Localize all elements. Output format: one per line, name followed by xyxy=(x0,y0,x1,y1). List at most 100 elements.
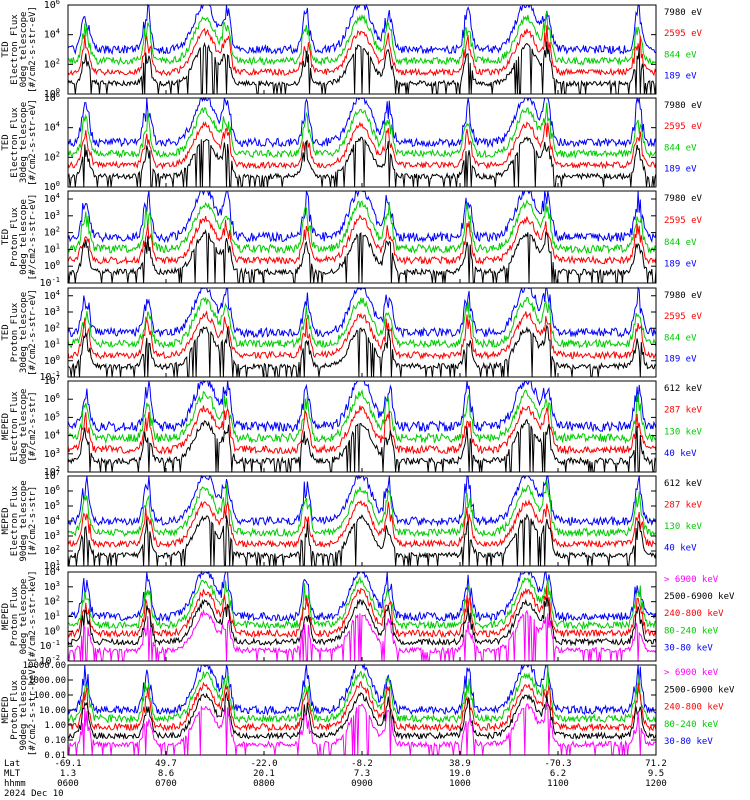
trace-612-kev xyxy=(67,418,657,473)
y-tick-label: 101 xyxy=(44,610,60,623)
y-axis-label: TED xyxy=(1,324,11,340)
legend-entry: 844 eV xyxy=(664,143,697,153)
trace-189-ev xyxy=(67,96,657,149)
y-tick-label: 103 xyxy=(44,305,60,318)
trace-240-800-kev xyxy=(67,680,657,732)
y-axis-label: MEPED xyxy=(1,696,11,723)
y-axis-label: [#/cm2-s-str-eV] xyxy=(28,289,38,376)
trace--6900-kev xyxy=(67,608,657,662)
trace-189-ev xyxy=(67,190,657,244)
y-tick-label: 106 xyxy=(44,91,60,104)
legend-entry: 130 keV xyxy=(664,427,703,437)
legend-entry: 2500-6900 keV xyxy=(664,592,735,602)
y-axis-label: Electron Flux xyxy=(10,391,20,462)
x-tick-label: -70.3 xyxy=(544,759,571,769)
legend-entry: 844 eV xyxy=(664,238,697,248)
y-axis-label: [#/cm2-s-str-eV] xyxy=(28,6,38,93)
y-tick-label: 104 xyxy=(44,121,60,134)
x-tick-label: 49.7 xyxy=(155,759,177,769)
legend-entry: 2595 eV xyxy=(664,122,703,132)
trace-189-ev xyxy=(67,286,657,339)
y-tick-label: 102 xyxy=(44,465,60,478)
trace-287-kev xyxy=(67,499,657,549)
x-tick-label: -69.1 xyxy=(54,759,81,769)
y-axis-label: 30deg telescope xyxy=(19,102,29,183)
y-axis-label: TED xyxy=(1,41,11,57)
x-tick-label: 7.3 xyxy=(354,769,370,779)
y-tick-label: 10-1 xyxy=(40,276,60,289)
y-tick-label: 104 xyxy=(44,429,60,442)
legend-entry: > 6900 keV xyxy=(664,575,719,585)
y-tick-label: 102 xyxy=(44,150,60,163)
legend-entry: 2500-6900 keV xyxy=(664,685,735,695)
panel-5: 102 103 104 105 106 107 MEPED Electron Flux 0deg… xyxy=(1,374,703,478)
legend-entry: 7980 eV xyxy=(664,194,703,204)
y-tick-label: 10000.00 xyxy=(23,661,66,671)
trace-7980-ev xyxy=(67,136,657,188)
panel-2: 100 102 104 106 TED Electron Flux 30deg telesc… xyxy=(1,91,703,193)
x-tick-label: 20.1 xyxy=(253,769,275,779)
y-tick-label: 107 xyxy=(44,374,60,387)
panel-1: 100 102 104 106 TED Electron Flux 0deg telesco… xyxy=(1,0,703,100)
trace-80-240-kev xyxy=(67,664,657,725)
trace-2595-ev xyxy=(67,310,657,361)
y-tick-label: 1.00 xyxy=(44,721,66,731)
y-axis-label: 90deg telescope xyxy=(19,669,29,750)
legend-entry: 287 keV xyxy=(664,406,703,416)
x-row-label: hhmm xyxy=(4,779,26,789)
y-tick-label: 10-1 xyxy=(40,370,60,383)
trace-189-ev xyxy=(67,3,657,56)
x-tick-label: 1000 xyxy=(449,779,471,789)
y-tick-label: 101 xyxy=(44,338,60,351)
y-tick-label: 1000.00 xyxy=(28,676,66,686)
trace-2500-6900-kev xyxy=(67,597,657,647)
y-axis-label: [#/cm2-s-str-keV] xyxy=(28,664,38,756)
y-tick-label: 101 xyxy=(44,242,60,255)
y-tick-label: 105 xyxy=(44,499,60,512)
trace-2595-ev xyxy=(67,121,657,170)
trace-30-80-kev xyxy=(67,663,657,716)
y-tick-label: 101 xyxy=(44,559,60,572)
legend-entry: 7980 eV xyxy=(664,8,703,18)
y-tick-label: 0.01 xyxy=(44,751,66,761)
y-axis-label: 0deg telescope xyxy=(19,199,29,275)
y-axis-label: MEPED xyxy=(1,603,11,630)
y-tick-label: 107 xyxy=(44,469,60,482)
y-axis-label: [#/cm2-s-str-eV] xyxy=(28,99,38,186)
legend-entry: 844 eV xyxy=(664,50,697,60)
y-axis-label: 30deg telescope xyxy=(19,292,29,373)
y-tick-label: 104 xyxy=(44,28,60,41)
legend-entry: 40 keV xyxy=(664,449,697,459)
trace-287-kev xyxy=(67,405,657,455)
y-axis-label: 0deg telescope xyxy=(19,12,29,88)
legend-entry: 612 keV xyxy=(664,384,703,394)
legend-entry: 130 keV xyxy=(664,522,703,532)
legend-entry: 2595 eV xyxy=(664,29,703,39)
y-tick-label: 100 xyxy=(44,624,60,637)
legend-entry: 80-240 keV xyxy=(664,626,719,636)
y-tick-label: 104 xyxy=(44,514,60,527)
y-tick-label: 105 xyxy=(44,410,60,423)
legend-entry: 2595 eV xyxy=(664,216,703,226)
x-tick-label: 19.0 xyxy=(449,769,471,779)
x-tick-label: 38.9 xyxy=(449,759,471,769)
legend-entry: 189 eV xyxy=(664,355,697,365)
y-axis-label: 90deg telescope xyxy=(19,480,29,561)
legend-entry: 287 keV xyxy=(664,500,703,510)
x-tick-label: 1200 xyxy=(645,779,667,789)
x-tick-label: 0600 xyxy=(57,779,79,789)
y-axis-label: 0deg telescope xyxy=(19,579,29,655)
x-tick-label: 0700 xyxy=(155,779,177,789)
y-tick-label: 100.00 xyxy=(33,691,66,701)
y-tick-label: 100 xyxy=(44,259,60,272)
y-axis-label: Electron Flux xyxy=(10,14,20,85)
x-row-label: Lat xyxy=(4,759,20,769)
trace-7980-ev xyxy=(67,324,657,378)
legend-entry: 612 keV xyxy=(664,479,703,489)
y-tick-label: 103 xyxy=(44,447,60,460)
y-tick-label: 0.10 xyxy=(44,736,66,746)
trace-844-ev xyxy=(67,296,657,349)
y-axis-label: Proton Flux xyxy=(10,680,20,740)
